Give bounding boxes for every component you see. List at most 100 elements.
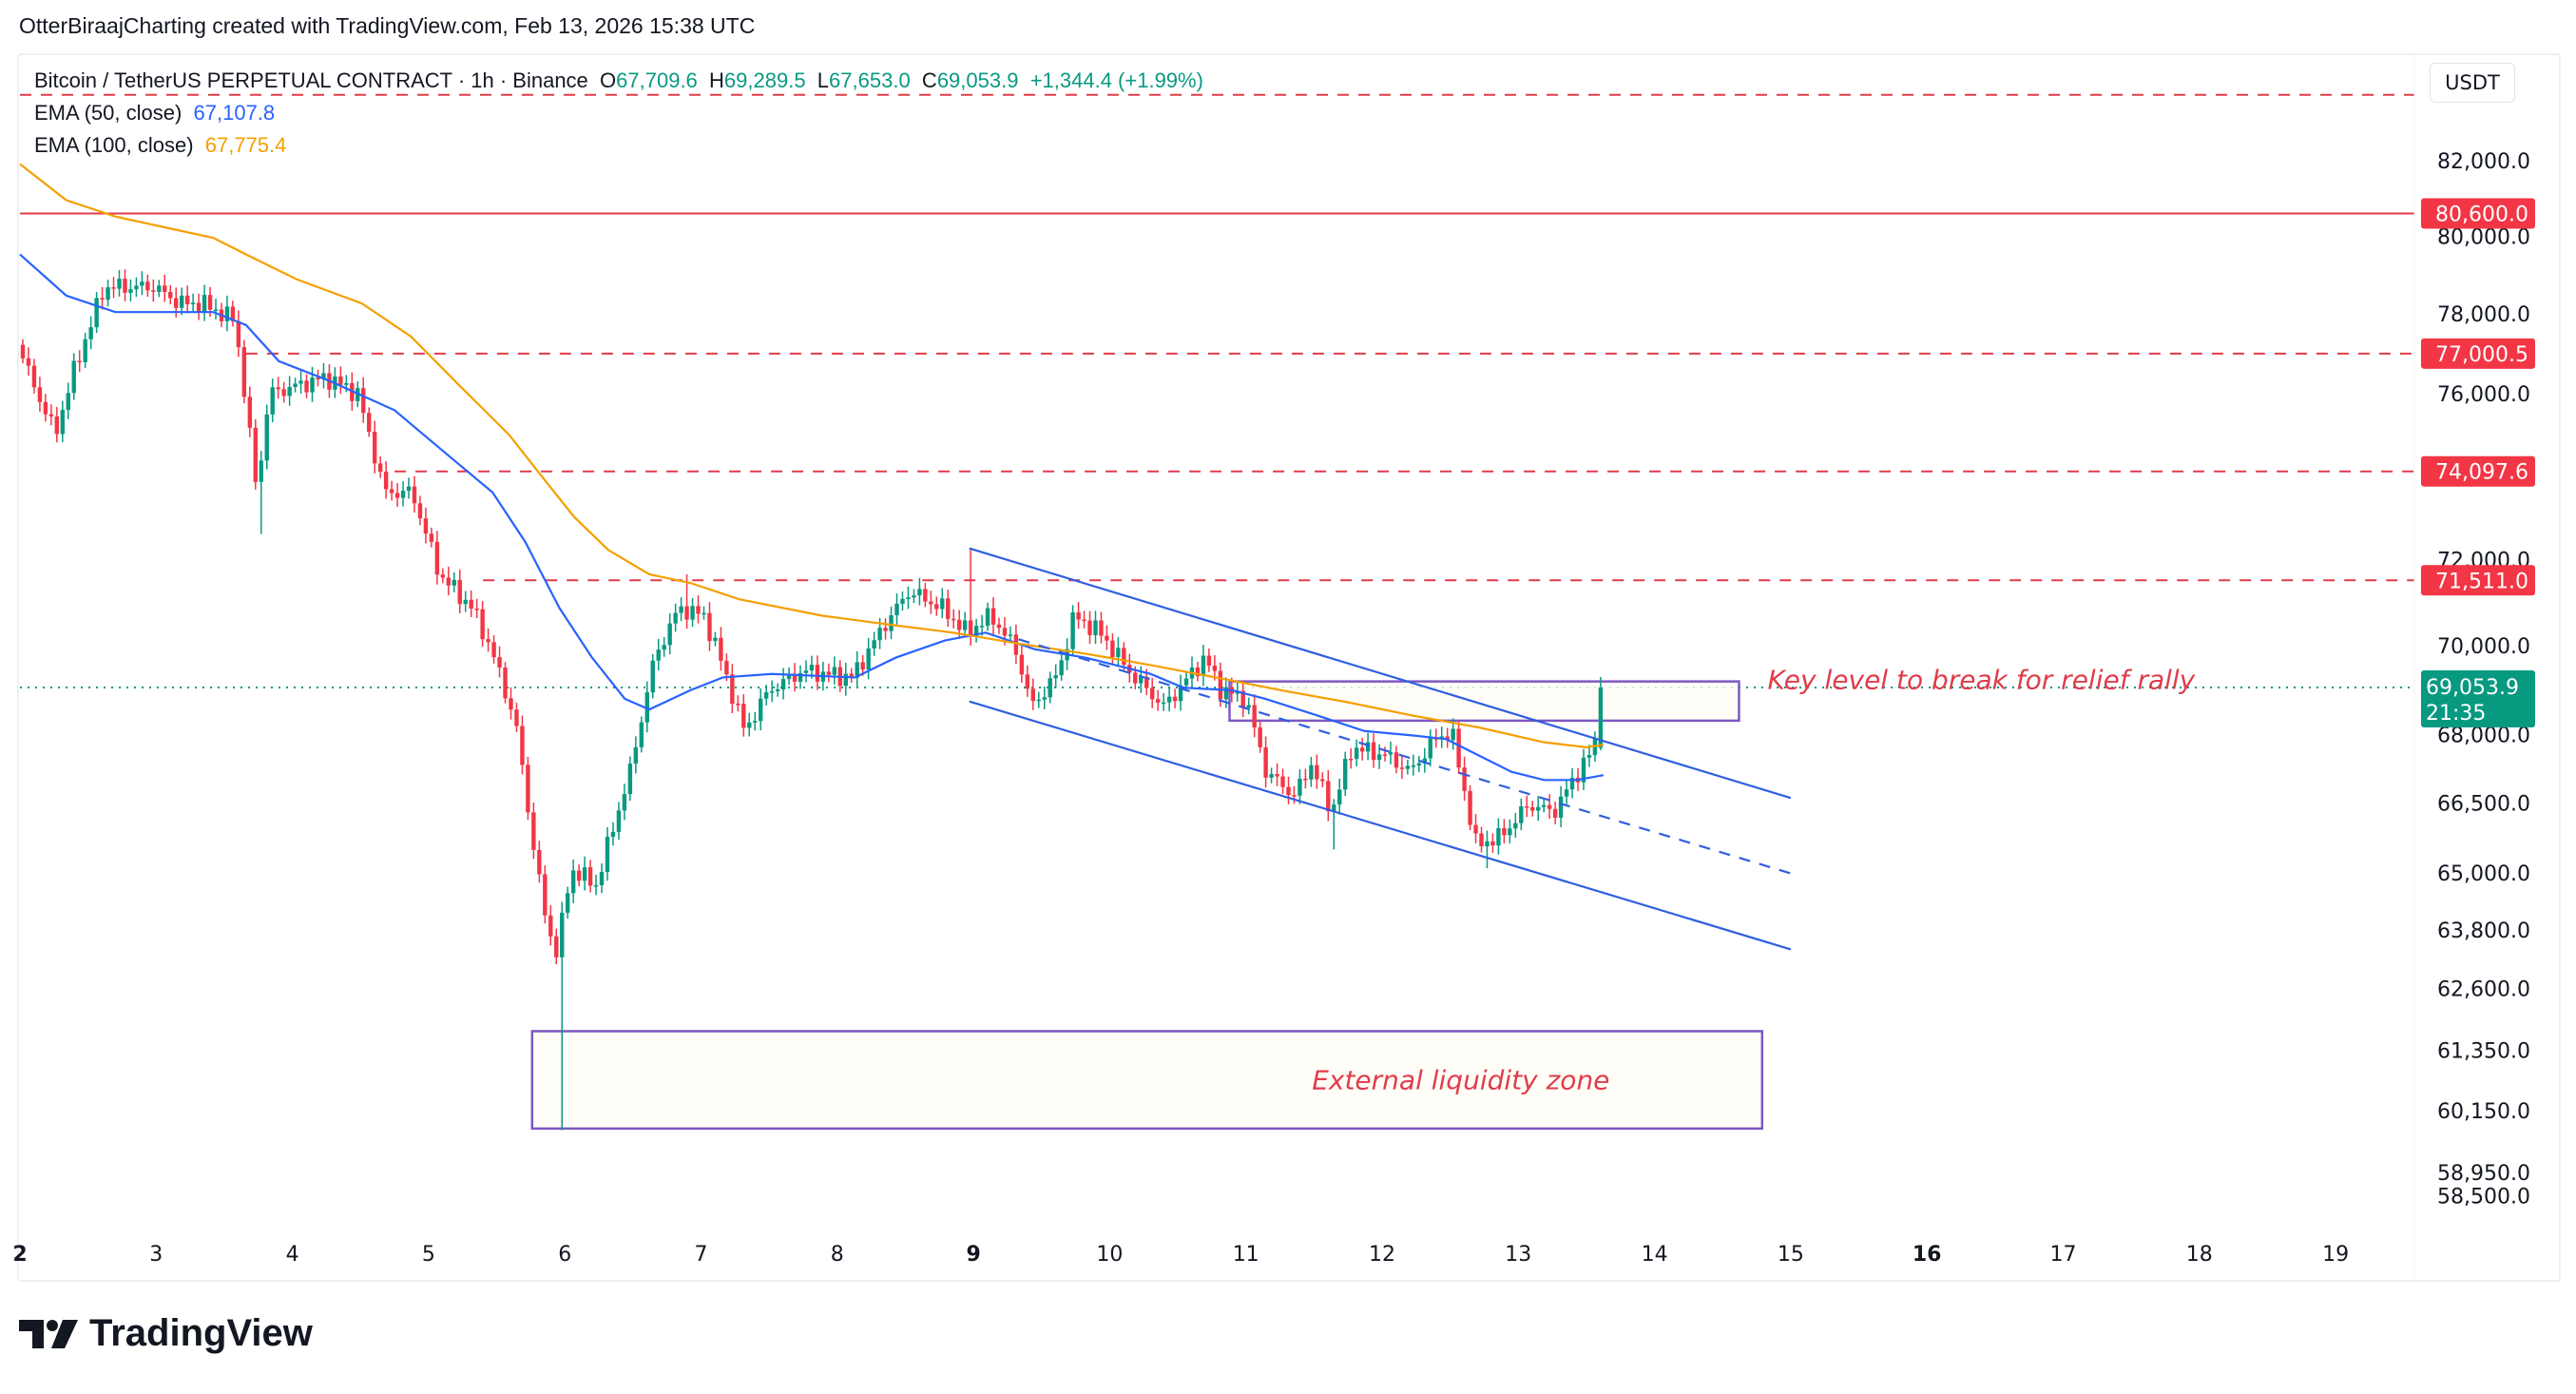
candle-body: [1133, 672, 1138, 684]
price-axis: 82,000.080,000.078,000.076,000.072,000.0…: [2413, 55, 2530, 1278]
candle-body: [1172, 696, 1178, 702]
candle-body: [599, 872, 605, 885]
price-tick-label: 80,000.0: [2437, 226, 2530, 250]
candle-body: [71, 360, 76, 394]
currency-button[interactable]: USDT: [2430, 63, 2515, 103]
price-tick-label: 58,500.0: [2437, 1186, 2530, 1210]
candle-body: [174, 298, 179, 308]
candle-body: [213, 309, 219, 311]
candle-body: [224, 306, 230, 321]
high-value: 69,289.5: [723, 68, 806, 92]
candle-body: [480, 609, 485, 640]
chart-frame: [17, 53, 2561, 1282]
candle-body: [1394, 752, 1399, 768]
candle-body: [990, 608, 996, 625]
candle-body: [140, 281, 144, 286]
candle-body: [1059, 660, 1064, 676]
candle-body: [190, 302, 196, 304]
candle-body: [383, 472, 389, 490]
price-tick-label: 63,800.0: [2437, 920, 2530, 943]
candle-body: [973, 626, 979, 636]
candle-body: [1451, 728, 1455, 741]
candle-body: [622, 794, 627, 811]
candle-body: [1223, 687, 1229, 700]
candle-body: [566, 893, 570, 913]
low-value: 67,653.0: [829, 68, 911, 92]
candle-body: [769, 690, 775, 693]
candle-body: [1309, 765, 1314, 780]
level-price-badge-label: 80,600.0: [2435, 203, 2528, 227]
tradingview-logo[interactable]: TradingView: [19, 1312, 313, 1355]
symbol-row[interactable]: Bitcoin / TetherUS PERPETUAL CONTRACT · …: [34, 65, 1203, 97]
candle-body: [1139, 676, 1144, 684]
candle-body: [548, 915, 553, 937]
candle-body: [1343, 758, 1348, 790]
candle-body: [1382, 754, 1388, 756]
candle-body: [1416, 763, 1422, 765]
candle-body: [1422, 758, 1427, 764]
candle-body: [88, 327, 93, 339]
candle-body: [763, 692, 769, 699]
candle-body: [849, 673, 854, 678]
candle-body: [184, 295, 190, 304]
candle-body: [1093, 620, 1098, 635]
candle-body: [1490, 841, 1495, 846]
level-price-badge: [2421, 338, 2535, 369]
indicator-ema100[interactable]: EMA (100, close) 67,775.4: [34, 129, 1203, 162]
candle-body: [1502, 827, 1507, 836]
candle-body: [866, 649, 871, 670]
time-tick-label: 19: [2322, 1243, 2349, 1267]
candle-body: [633, 746, 639, 765]
liquidity-zone-box: [530, 1030, 1764, 1131]
candle-body: [1558, 796, 1564, 818]
open-value: 67,709.6: [616, 68, 698, 92]
candle-body: [367, 413, 372, 433]
candle-body: [163, 285, 167, 293]
candle-body: [406, 486, 412, 492]
time-tick-label: 5: [422, 1243, 435, 1267]
time-tick-label: 13: [1505, 1243, 1531, 1267]
candle-body: [1286, 786, 1291, 796]
tradingview-logo-icon: [19, 1319, 78, 1348]
candle-body: [956, 619, 962, 630]
candle-body: [253, 427, 259, 482]
candle-body: [616, 810, 622, 832]
candle-body: [912, 595, 916, 598]
liquidity-zone-label: External liquidity zone: [1312, 1065, 1609, 1096]
candle-body: [503, 668, 508, 699]
candle-body: [747, 722, 752, 728]
candle-body: [1206, 655, 1212, 667]
candle-body: [576, 870, 582, 881]
indicator-value: 67,107.8: [193, 101, 276, 125]
candle-body: [1122, 648, 1126, 666]
candle-body: [463, 599, 468, 605]
indicator-ema50[interactable]: EMA (50, close) 67,107.8: [34, 97, 1203, 129]
channel-lower-line: [969, 700, 1792, 951]
candle-body: [1082, 619, 1086, 621]
candle-body: [452, 579, 456, 586]
candle-body: [1303, 778, 1308, 781]
candle-body: [344, 382, 349, 385]
candle-body: [1183, 678, 1189, 686]
price-tick-label: 62,600.0: [2437, 978, 2530, 1001]
candle-body: [946, 598, 951, 619]
candle-body: [1354, 747, 1359, 760]
time-tick-label: 12: [1369, 1243, 1395, 1267]
candle-body: [1269, 774, 1274, 778]
candle-body: [1087, 620, 1092, 635]
candle-body: [1166, 696, 1172, 703]
time-axis: 2 3 4 5 6 7 8 9 10 11 12 13 14 15 16 17 18 19: [12, 1243, 2349, 1267]
candle-body: [1462, 767, 1467, 791]
candle-body: [372, 432, 377, 464]
candle-body: [719, 637, 723, 661]
candle-body: [316, 378, 320, 379]
candle-body: [679, 606, 683, 613]
candle-body: [690, 606, 695, 620]
candle-body: [753, 721, 758, 723]
candle-body: [877, 628, 882, 641]
candle-body: [832, 667, 837, 675]
logo-text: TradingView: [89, 1312, 313, 1354]
candle-body: [1569, 777, 1575, 790]
candle-body: [883, 628, 888, 631]
